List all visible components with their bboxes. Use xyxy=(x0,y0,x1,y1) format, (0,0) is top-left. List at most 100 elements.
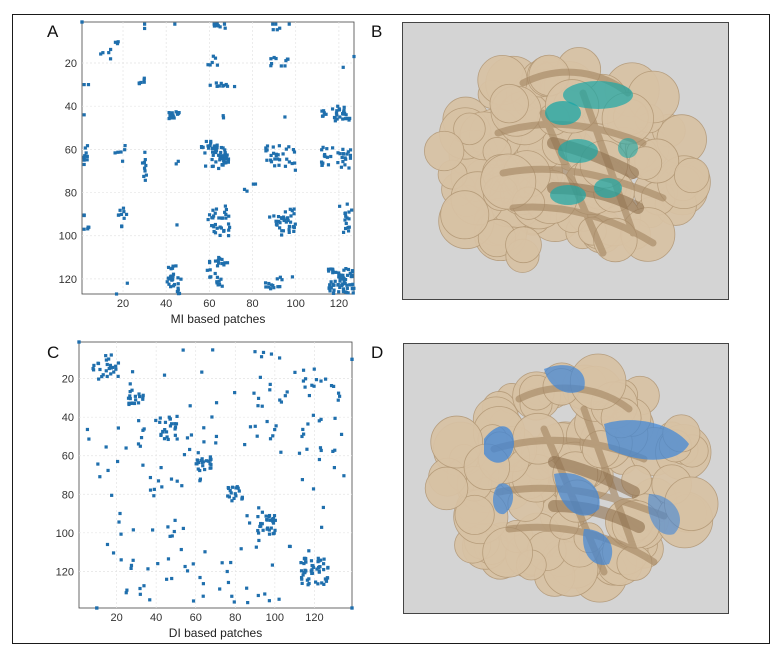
contact-point xyxy=(176,282,180,286)
contact-point xyxy=(336,151,340,155)
contact-point xyxy=(287,230,291,234)
x-axis-label: MI based patches xyxy=(171,312,266,326)
contact-point xyxy=(83,146,87,150)
contact-point xyxy=(224,207,229,212)
contact-point xyxy=(198,575,202,580)
contact-point xyxy=(256,593,260,598)
contact-point xyxy=(130,401,134,405)
contact-point xyxy=(255,434,259,438)
contact-point xyxy=(278,275,282,279)
contact-point xyxy=(214,160,218,164)
protein-surface-blue-patches-icon xyxy=(424,353,719,603)
contact-point xyxy=(274,222,279,226)
contact-point xyxy=(130,370,135,374)
contact-point xyxy=(302,557,306,561)
contact-point xyxy=(221,114,225,118)
contact-point xyxy=(305,447,309,451)
contact-point xyxy=(128,394,132,398)
x-tick-label: 40 xyxy=(160,298,172,310)
contact-point xyxy=(345,152,349,156)
contact-point xyxy=(329,267,333,271)
contact-point xyxy=(168,113,172,118)
contact-point xyxy=(108,57,113,61)
contact-point xyxy=(98,475,102,479)
contact-point xyxy=(116,150,120,154)
contact-point xyxy=(274,22,278,26)
contact-point xyxy=(108,363,112,367)
contact-point xyxy=(211,224,215,228)
contact-point xyxy=(331,282,335,286)
contact-point xyxy=(338,285,342,290)
contact-point xyxy=(350,269,355,273)
contact-point xyxy=(247,521,252,525)
contact-point xyxy=(225,569,229,574)
contact-point xyxy=(114,292,119,296)
contact-point xyxy=(336,283,340,287)
contact-point xyxy=(287,224,291,229)
contact-point xyxy=(223,261,227,265)
contact-point xyxy=(345,283,349,287)
contact-point xyxy=(165,280,169,284)
contact-point xyxy=(273,528,277,532)
contact-point xyxy=(314,580,318,584)
contact-point xyxy=(326,565,330,570)
contact-point xyxy=(107,51,111,55)
contact-point xyxy=(219,145,223,150)
contact-point xyxy=(322,111,326,115)
contact-point xyxy=(82,213,86,218)
contact-point xyxy=(302,570,306,575)
contact-point xyxy=(225,84,230,88)
contact-point xyxy=(104,369,108,373)
contact-point xyxy=(119,212,124,217)
contact-point xyxy=(265,144,270,148)
contact-point xyxy=(267,528,271,532)
contact-point xyxy=(285,157,289,161)
contact-point xyxy=(211,208,215,212)
contact-point xyxy=(143,26,147,31)
contact-point xyxy=(201,464,205,468)
contact-point xyxy=(226,234,231,238)
contact-point xyxy=(169,267,173,271)
contact-point xyxy=(113,151,117,155)
contact-point xyxy=(174,422,179,426)
contact-point xyxy=(319,417,323,421)
contact-point xyxy=(171,277,175,281)
contact-point xyxy=(256,531,261,535)
contact-point xyxy=(129,563,134,567)
contact-point xyxy=(201,582,205,586)
contact-point xyxy=(331,268,335,272)
contact-point xyxy=(326,163,331,167)
contact-point xyxy=(307,549,311,553)
contact-point xyxy=(211,153,215,157)
contact-point xyxy=(341,289,345,294)
contact-point xyxy=(137,82,141,86)
contact-point xyxy=(212,214,216,218)
contact-point xyxy=(289,214,293,218)
contact-point xyxy=(325,155,329,159)
contact-point xyxy=(143,150,147,154)
contact-point xyxy=(175,112,180,116)
contact-point xyxy=(122,216,126,220)
contact-point xyxy=(224,216,228,220)
contact-point xyxy=(171,264,175,268)
contact-point xyxy=(261,528,265,532)
contact-point xyxy=(223,148,227,152)
contact-point xyxy=(324,377,328,381)
panel-label-a: A xyxy=(47,22,59,41)
contact-point xyxy=(277,219,281,223)
contact-point xyxy=(226,580,231,585)
contact-point xyxy=(335,109,339,113)
contact-point xyxy=(344,290,349,294)
contact-point xyxy=(345,273,350,277)
contact-point xyxy=(265,148,269,152)
contact-point xyxy=(86,225,90,229)
contact-point xyxy=(209,139,213,144)
contact-point xyxy=(259,521,263,526)
contact-point xyxy=(269,160,274,164)
contact-point xyxy=(333,115,337,120)
contact-point xyxy=(176,276,180,280)
contact-point xyxy=(136,442,141,446)
contact-point xyxy=(237,489,241,493)
contact-point xyxy=(340,283,344,288)
contact-point xyxy=(168,534,172,538)
